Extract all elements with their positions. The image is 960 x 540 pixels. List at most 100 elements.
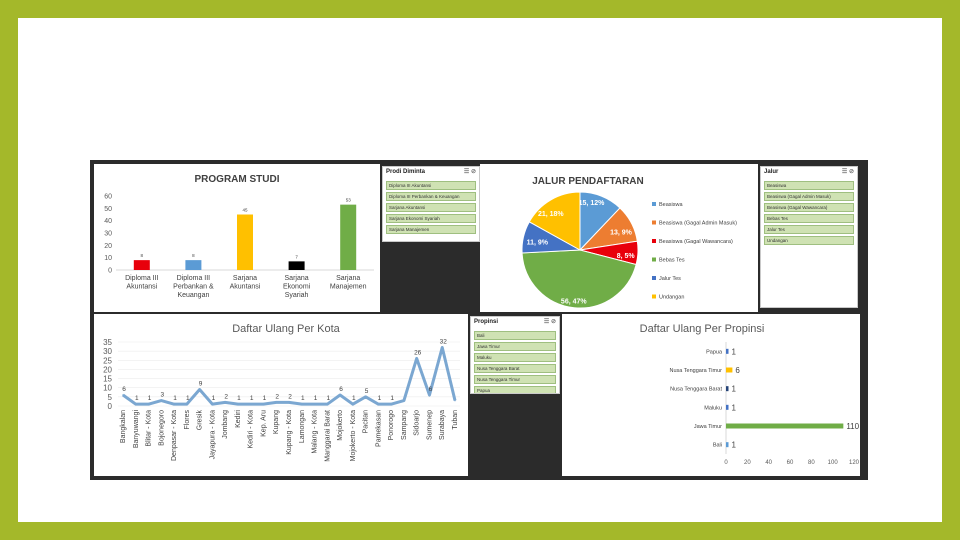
y-tick-label: 30 bbox=[104, 231, 112, 238]
slicer-item[interactable]: Diploma III Akuntansi bbox=[386, 181, 476, 190]
data-label: 1 bbox=[314, 395, 318, 402]
pie-slice bbox=[521, 249, 637, 309]
category-label: Ekonomi bbox=[283, 284, 311, 291]
data-label: 26 bbox=[414, 349, 422, 356]
data-point bbox=[390, 403, 392, 405]
slicer-prodi-items: Diploma III Akuntansi Diploma III Perban… bbox=[383, 181, 479, 234]
y-tick-label: 35 bbox=[103, 338, 112, 347]
category-label: Bali bbox=[713, 443, 722, 449]
slicer-item[interactable]: Beasiswa (Gagal Admin Masuk) bbox=[764, 192, 854, 201]
slicer-item[interactable]: Beasiswa (Gagal Wawancara) bbox=[764, 203, 854, 212]
jalur-pendaftaran-title: JALUR PENDAFTARAN bbox=[532, 176, 643, 187]
slicer-prodi[interactable]: Prodi Diminta ☰ ⊘ Diploma III Akuntansi … bbox=[382, 166, 480, 242]
slicer-jalur[interactable]: Jalur ☰ ⊘ Beasiswa Beasiswa (Gagal Admin… bbox=[760, 166, 858, 308]
bar bbox=[726, 404, 729, 410]
slicer-item[interactable]: Sarjana Manajemen bbox=[386, 225, 476, 234]
bar bbox=[726, 348, 729, 354]
category-label: Ponorogo bbox=[388, 410, 395, 440]
data-point bbox=[300, 403, 303, 405]
legend-swatch bbox=[652, 294, 656, 299]
slicer-propinsi-title: Propinsi bbox=[474, 319, 499, 325]
category-label: Nusa Tenggara Barat bbox=[670, 387, 722, 393]
slicer-prodi-filter-icons[interactable]: ☰ ⊘ bbox=[463, 169, 476, 175]
bar-data-label: 8 bbox=[141, 253, 144, 258]
category-label: Manggarai Barat bbox=[324, 410, 331, 462]
x-tick-label: 60 bbox=[787, 460, 794, 466]
data-point bbox=[224, 401, 226, 404]
data-point bbox=[186, 403, 188, 405]
category-label: Mojokerto bbox=[337, 410, 344, 441]
legend-swatch bbox=[652, 220, 656, 225]
slicer-item[interactable]: Jalur Tes bbox=[764, 225, 854, 234]
slicer-item[interactable]: Nusa Tenggara Barat bbox=[474, 364, 556, 373]
data-point bbox=[275, 401, 278, 404]
slicer-item[interactable]: Diploma III Perbankan & Keuangan bbox=[386, 192, 476, 201]
dashboard: PROGRAM STUDI 0 10 20 30 40 50 60 8 Diploma III A… bbox=[90, 160, 868, 480]
program-studi-title: PROGRAM STUDI bbox=[195, 174, 280, 185]
category-label: Flores bbox=[184, 410, 191, 430]
slicer-item[interactable]: Jawa Timur bbox=[474, 342, 556, 351]
x-tick-label: 0 bbox=[724, 460, 728, 466]
legend-label: Bebas Tes bbox=[659, 258, 685, 264]
category-label: Jayapura - Kota bbox=[209, 410, 216, 460]
slicer-item[interactable]: Papua bbox=[474, 386, 556, 393]
category-label: Kediri bbox=[235, 410, 242, 428]
slicer-jalur-filter-icons[interactable]: ☰ ⊘ bbox=[841, 169, 854, 175]
y-tick-label: 20 bbox=[104, 243, 112, 250]
category-label: Maluku bbox=[704, 405, 722, 411]
x-tick-label: 80 bbox=[808, 460, 815, 466]
program-studi-chart: PROGRAM STUDI 0 10 20 30 40 50 60 8 Diploma III A… bbox=[104, 174, 374, 299]
propinsi-title: Daftar Ulang Per Propinsi bbox=[640, 323, 765, 335]
y-tick-label: 25 bbox=[103, 356, 112, 365]
data-point bbox=[364, 396, 367, 398]
category-label: Denpasar - Kota bbox=[171, 410, 178, 461]
slicer-item[interactable]: Bali bbox=[474, 331, 556, 340]
slicer-item[interactable]: Sarjana Ekonomi Syariah bbox=[386, 214, 476, 223]
x-tick-label: 100 bbox=[828, 460, 839, 466]
data-point bbox=[160, 399, 163, 402]
category-label: Jombang bbox=[222, 410, 229, 439]
data-label: 6 bbox=[429, 386, 433, 393]
bar bbox=[133, 260, 150, 270]
slicer-propinsi-header: Propinsi ☰ ⊘ bbox=[471, 317, 559, 329]
category-label: Bangkalan bbox=[120, 410, 127, 443]
category-label: Kupang bbox=[273, 410, 280, 434]
data-point bbox=[454, 399, 456, 402]
data-point bbox=[211, 403, 214, 405]
legend-label: Beasiswa (Gagal Admin Masuk) bbox=[659, 221, 737, 227]
category-label: Manajemen bbox=[330, 284, 367, 291]
x-tick-label: 40 bbox=[765, 460, 772, 466]
category-label: Syariah bbox=[285, 292, 309, 299]
pie-slice bbox=[528, 191, 581, 251]
legend-label: Beasiswa (Gagal Wawancara) bbox=[659, 239, 733, 245]
slicer-item[interactable]: Maluku bbox=[474, 353, 556, 362]
slicer-propinsi-filter-icons[interactable]: ☰ ⊘ bbox=[543, 319, 556, 325]
data-point bbox=[122, 394, 124, 396]
y-tick-label: 10 bbox=[103, 384, 112, 393]
y-tick-label: 20 bbox=[103, 365, 112, 374]
slicer-item[interactable]: Undangan bbox=[764, 236, 854, 245]
data-point bbox=[288, 401, 290, 404]
bar bbox=[726, 442, 729, 448]
data-label: 2 bbox=[224, 393, 228, 400]
category-label: Diploma III bbox=[177, 275, 211, 282]
pie-data-label: 8, 5% bbox=[617, 253, 636, 260]
category-label: Jawa Timur bbox=[694, 424, 722, 430]
pie-data-label: 13, 9% bbox=[610, 230, 633, 237]
slicer-item[interactable]: Sarjana Akuntansi bbox=[386, 203, 476, 212]
slicer-item[interactable]: Bebas Tes bbox=[764, 214, 854, 223]
category-label: Diploma III bbox=[125, 275, 159, 282]
data-point bbox=[147, 403, 150, 405]
legend-swatch bbox=[652, 239, 656, 243]
data-point bbox=[198, 388, 201, 391]
slicer-prodi-header: Prodi Diminta ☰ ⊘ bbox=[383, 167, 479, 179]
data-label: 32 bbox=[440, 338, 448, 345]
bar-data-label: 6 bbox=[735, 366, 740, 375]
slicer-item[interactable]: Nusa Tenggara Timur bbox=[474, 375, 556, 384]
category-label: Sarjana bbox=[285, 275, 309, 282]
data-point bbox=[441, 346, 444, 349]
slicer-propinsi[interactable]: Propinsi ☰ ⊘ Bali Jawa Timur Maluku Nusa… bbox=[470, 316, 560, 394]
category-label: Tuban bbox=[452, 410, 459, 430]
slicer-item[interactable]: Beasiswa bbox=[764, 181, 854, 190]
